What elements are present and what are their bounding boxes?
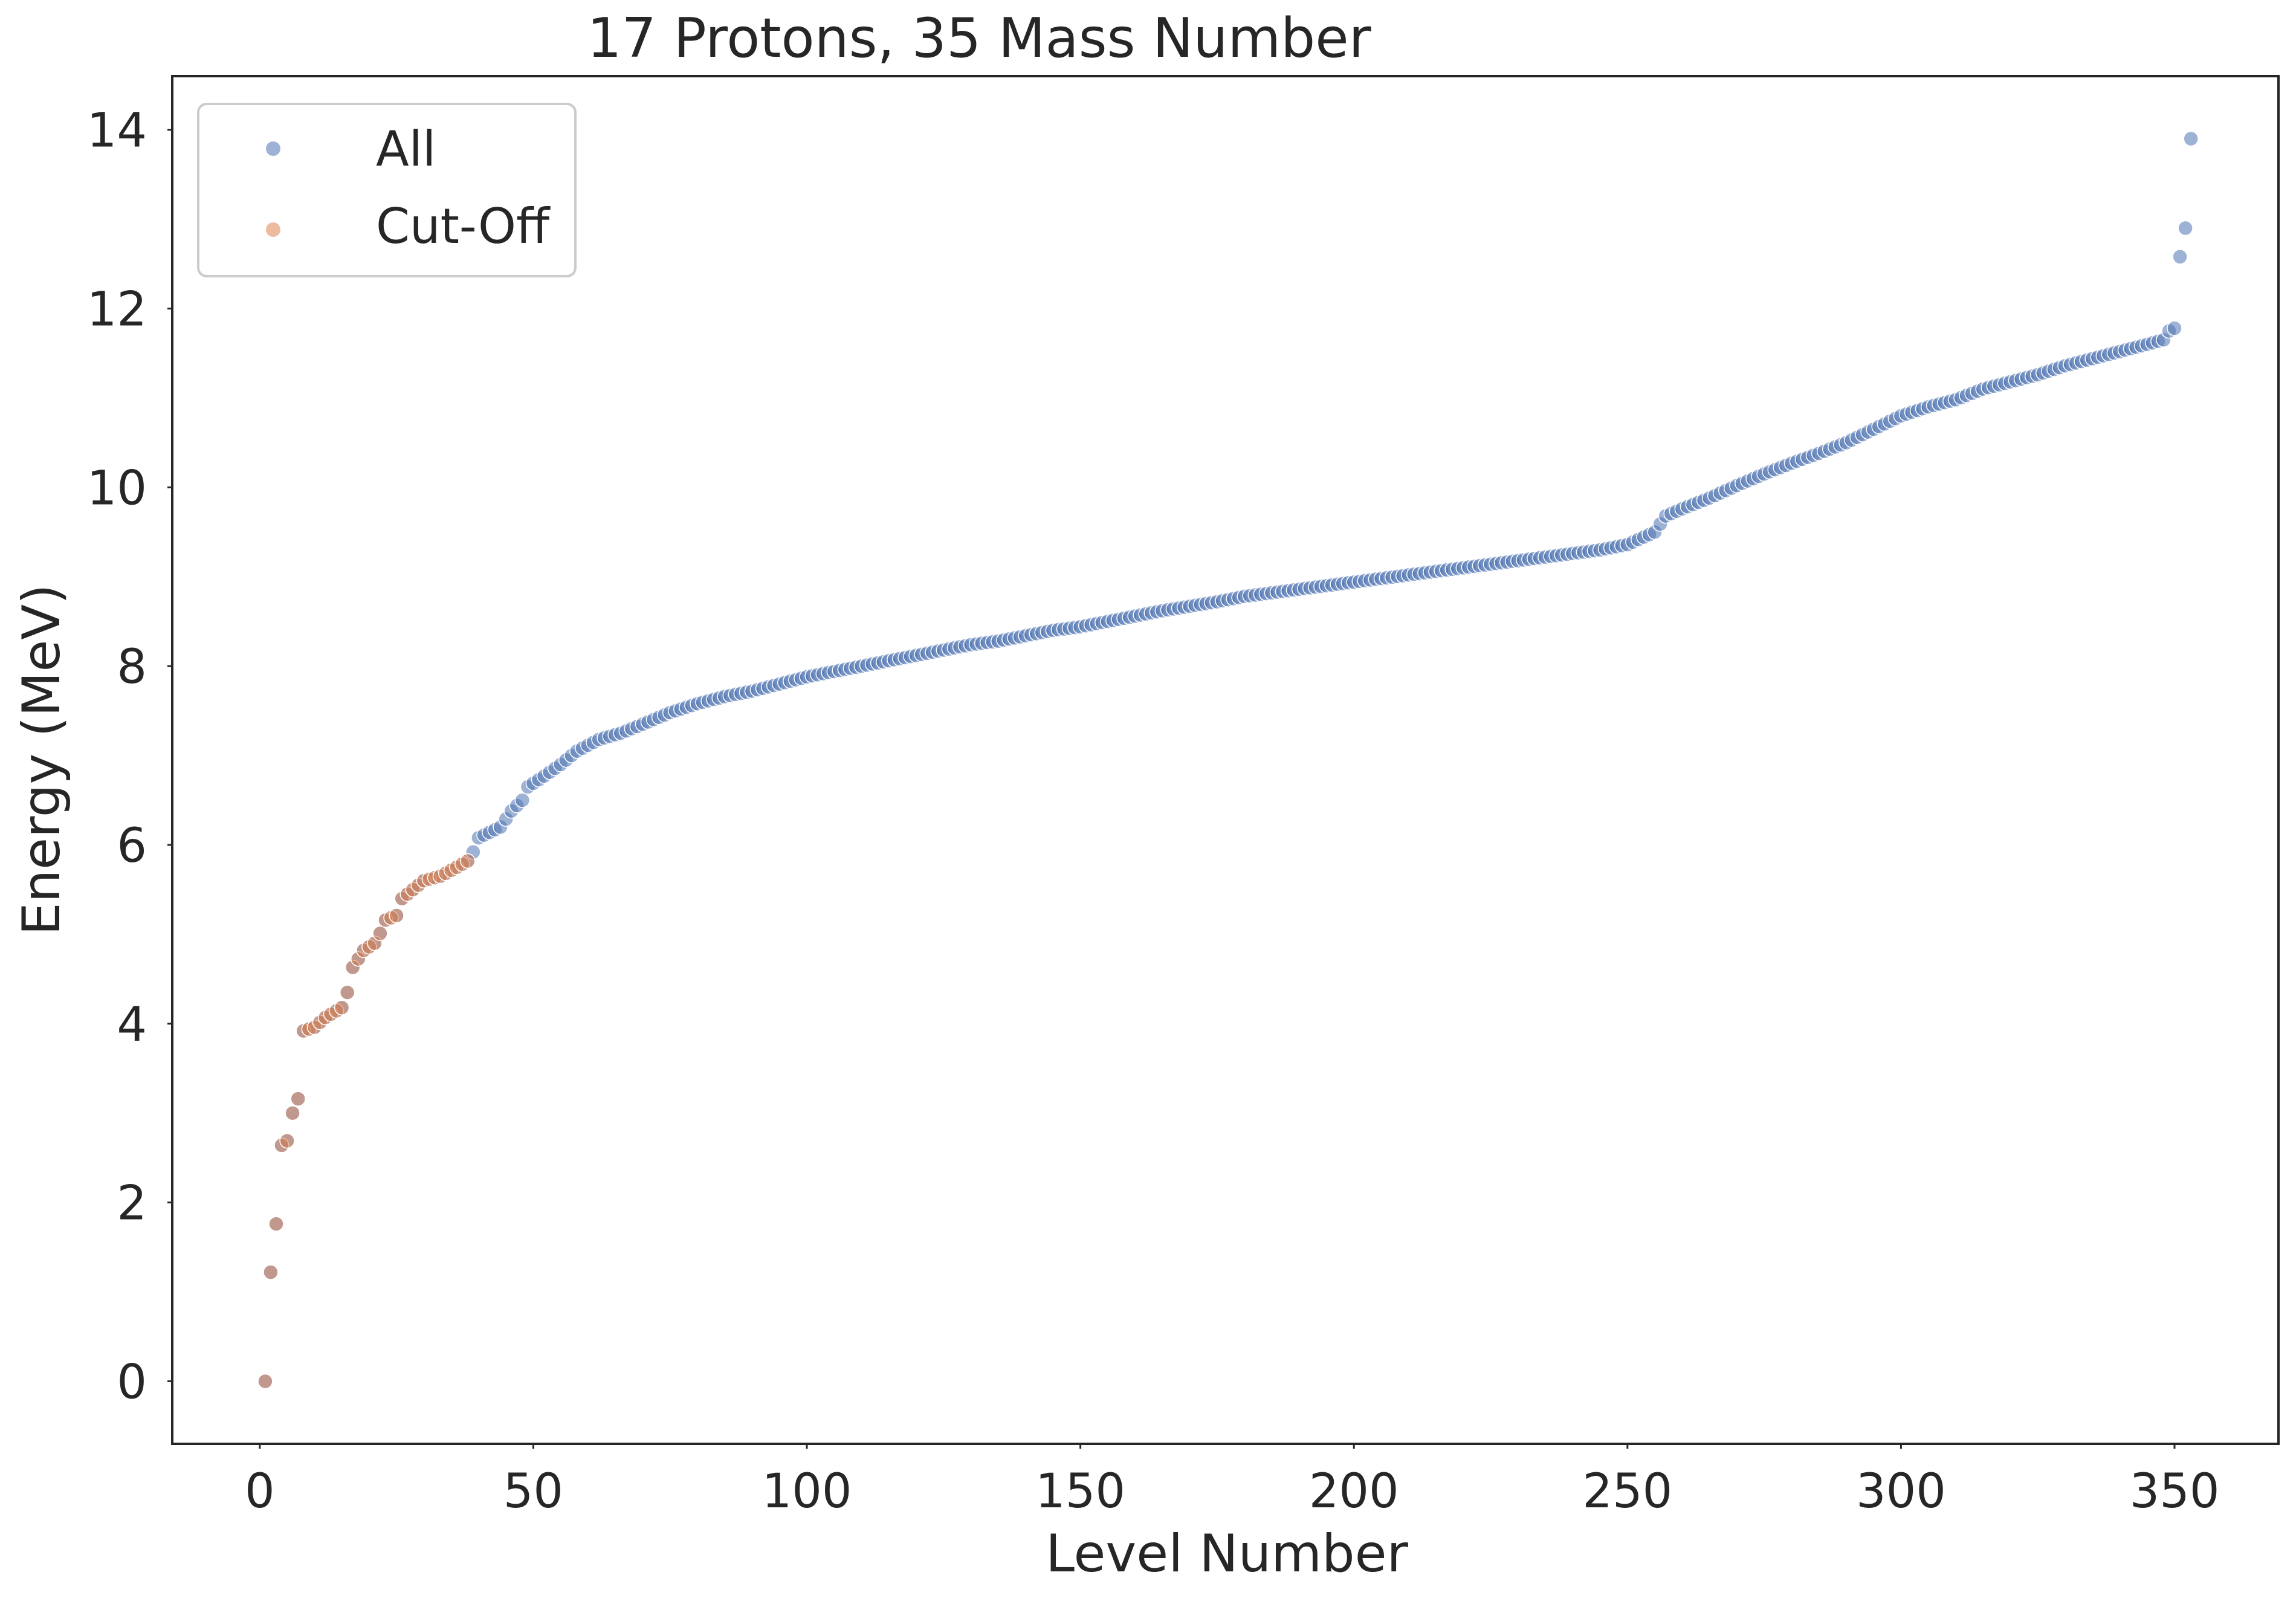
data-point-cut-off <box>268 1216 284 1232</box>
plot-frame <box>171 75 2280 1445</box>
x-axis: 0 50 100 150 200 250 300 350 <box>245 1444 2219 1519</box>
legend-label-cut-off: Cut-Off <box>376 198 551 254</box>
y-tick-label: 14 <box>87 104 147 158</box>
y-tick-label: 2 <box>117 1177 147 1231</box>
y-axis-label: Energy (MeV) <box>11 584 72 935</box>
legend-marker-cut-off <box>266 222 280 237</box>
data-point-cut-off <box>339 985 355 1000</box>
legend-box <box>197 103 577 277</box>
y-axis: 0 2 4 6 8 10 12 14 <box>87 104 172 1409</box>
y-tick-label: 12 <box>87 283 147 337</box>
x-tick-label: 300 <box>1856 1464 1946 1519</box>
legend: All Cut-Off <box>197 103 577 277</box>
data-point-all <box>2183 131 2199 147</box>
x-tick-label: 100 <box>762 1464 852 1519</box>
y-tick-label: 8 <box>117 640 147 694</box>
y-tick-label: 4 <box>117 998 147 1052</box>
legend-label-all: All <box>376 121 436 177</box>
data-point-all <box>514 792 531 808</box>
data-point-cut-off <box>372 925 388 942</box>
data-point-cut-off <box>279 1133 295 1149</box>
data-point-all <box>2172 249 2188 265</box>
y-tick-label: 0 <box>117 1355 147 1409</box>
data-point-cut-off <box>263 1264 279 1280</box>
data-point-cut-off <box>389 908 404 923</box>
data-point-cut-off <box>257 1373 273 1389</box>
x-tick-label: 350 <box>2130 1464 2220 1519</box>
y-tick-label: 6 <box>117 819 147 873</box>
x-tick-label: 0 <box>245 1464 275 1519</box>
x-tick-label: 250 <box>1582 1464 1672 1519</box>
plot-points <box>257 131 2199 1389</box>
x-axis-label: Level Number <box>1046 1524 1408 1584</box>
legend-marker-all <box>266 141 280 156</box>
x-tick-label: 50 <box>503 1464 563 1519</box>
data-point-cut-off <box>285 1105 300 1121</box>
chart-title: 17 Protons, 35 Mass Number <box>587 7 1371 70</box>
y-tick-label: 10 <box>87 461 147 516</box>
data-point-cut-off <box>334 1000 350 1015</box>
data-point-all <box>2178 220 2193 236</box>
x-tick-label: 150 <box>1035 1464 1125 1519</box>
data-point-cut-off <box>290 1091 306 1107</box>
x-tick-label: 200 <box>1309 1464 1399 1519</box>
data-point-cut-off <box>460 853 476 869</box>
data-point-all <box>2167 320 2182 336</box>
